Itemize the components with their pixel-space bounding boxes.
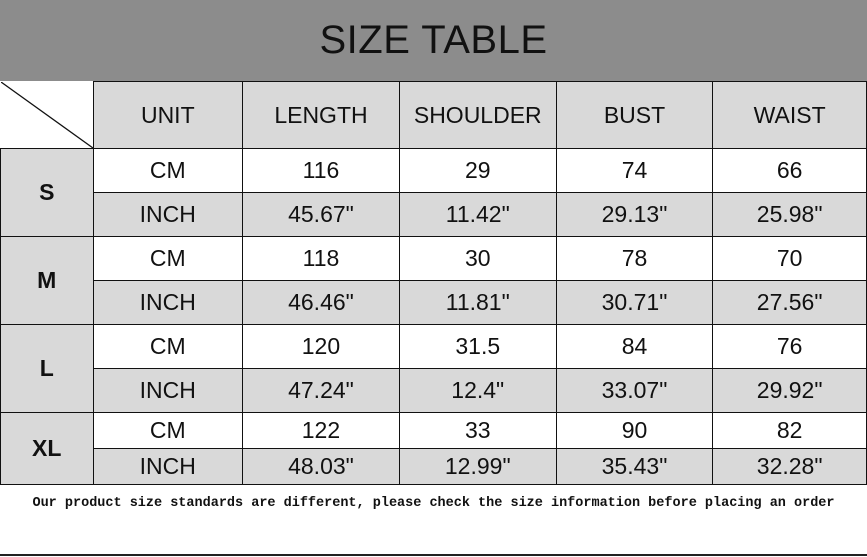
value-cell: 47.24" (242, 368, 400, 413)
column-header: LENGTH (242, 81, 400, 149)
value-cell: 33.07" (555, 368, 714, 413)
column-header: UNIT (92, 81, 244, 149)
diagonal-line (0, 81, 93, 148)
value-cell: 84 (555, 324, 714, 369)
value-cell: 78 (555, 236, 714, 281)
column-header: WAIST (712, 81, 867, 149)
value-cell: 11.81" (398, 280, 557, 325)
unit-cell: CM (92, 148, 244, 193)
value-cell: 11.42" (398, 192, 557, 237)
corner-cell (0, 81, 94, 149)
value-cell: 70 (712, 236, 867, 281)
table-row: M CM 118 30 78 70 (0, 236, 867, 325)
table-row: XL CM 122 33 90 82 (0, 412, 867, 485)
value-cell: 29.13" (555, 192, 714, 237)
value-cell: 118 (242, 236, 400, 281)
value-cell: 25.98" (712, 192, 867, 237)
value-cell: 12.4" (398, 368, 557, 413)
unit-cell: INCH (92, 192, 244, 237)
unit-cell: INCH (92, 448, 244, 485)
value-cell: 90 (555, 412, 714, 449)
value-cell: 116 (242, 148, 400, 193)
divider (0, 554, 867, 556)
table-row: L CM 120 31.5 84 76 (0, 324, 867, 413)
value-cell: 27.56" (712, 280, 867, 325)
table-row: INCH 48.03" 12.99" 35.43" 32.28" (1, 448, 867, 485)
size-note: Our product size standards are different… (32, 496, 835, 511)
unit-cell: CM (92, 236, 244, 281)
value-cell: 32.28" (712, 448, 867, 485)
value-cell: 30.71" (555, 280, 714, 325)
value-cell: 46.46" (242, 280, 400, 325)
value-cell: 29.92" (712, 368, 867, 413)
unit-cell: CM (92, 324, 244, 369)
size-label: M (0, 236, 94, 325)
size-table: UNIT LENGTH SHOULDER BUST WAIST S CM 116 29… (0, 81, 867, 485)
header-row: UNIT LENGTH SHOULDER BUST WAIST (0, 81, 867, 149)
value-cell: 35.43" (555, 448, 714, 485)
value-cell: 74 (555, 148, 714, 193)
page-title: SIZE TABLE (0, 0, 867, 81)
unit-cell: INCH (92, 280, 244, 325)
column-header: BUST (555, 81, 714, 149)
value-cell: 48.03" (242, 448, 400, 485)
column-header: SHOULDER (398, 81, 557, 149)
table-row: INCH 47.24" 12.4" 33.07" 29.92" (1, 368, 867, 413)
value-cell: 66 (712, 148, 867, 193)
value-cell: 122 (242, 412, 400, 449)
size-label: S (0, 148, 94, 237)
value-cell: 76 (712, 324, 867, 369)
value-cell: 12.99" (398, 448, 557, 485)
unit-cell: CM (92, 412, 244, 449)
value-cell: 30 (398, 236, 557, 281)
unit-cell: INCH (92, 368, 244, 413)
size-label: XL (0, 412, 94, 485)
value-cell: 120 (242, 324, 400, 369)
value-cell: 29 (398, 148, 557, 193)
value-cell: 33 (398, 412, 557, 449)
table-row: S CM 116 29 74 66 (0, 148, 867, 237)
value-cell: 45.67" (242, 192, 400, 237)
value-cell: 82 (712, 412, 867, 449)
table-row: INCH 45.67" 11.42" 29.13" 25.98" (1, 192, 867, 237)
value-cell: 31.5 (398, 324, 557, 369)
size-label: L (0, 324, 94, 413)
table-row: INCH 46.46" 11.81" 30.71" 27.56" (1, 280, 867, 325)
